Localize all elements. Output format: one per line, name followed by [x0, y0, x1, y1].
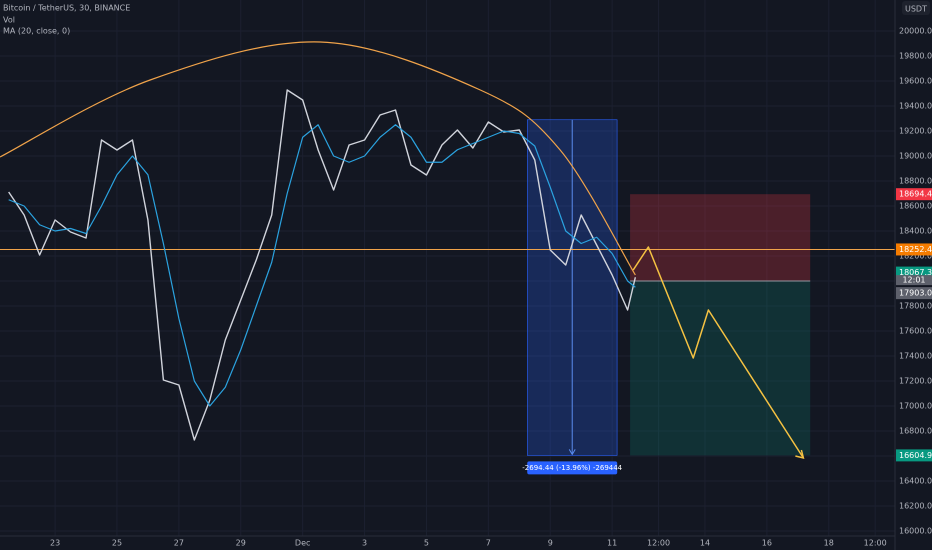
stop-zone [630, 194, 811, 281]
price-line [8, 89, 637, 441]
price-label: 18067.33 [899, 268, 932, 277]
y-tick-label: 19600.00 [899, 77, 932, 86]
range-label-box [527, 461, 618, 475]
y-tick-label: 17200.00 [899, 377, 932, 386]
y-tick-label: 19800.00 [899, 52, 932, 61]
x-tick-label: 12:00 [864, 539, 887, 548]
plot-area [0, 0, 895, 536]
x-tick-label: 14 [700, 539, 710, 548]
arc-drawing [0, 41, 636, 276]
y-tick-label: 16800.00 [899, 427, 932, 436]
y-tick-label: 19200.00 [899, 127, 932, 136]
price-label: 17903.00 [899, 289, 932, 298]
x-tick-label: 11 [607, 539, 617, 548]
currency-button[interactable] [902, 1, 930, 15]
y-tick-label: 19400.00 [899, 102, 932, 111]
y-tick-label: 17000.00 [899, 402, 932, 411]
projection-path [632, 246, 805, 459]
indicator: Vol [3, 16, 15, 25]
x-tick-label: 9 [548, 539, 553, 548]
x-tick-label: Dec [295, 539, 310, 548]
range-label: -2694.44 (-13.96%) -269444 [522, 464, 622, 472]
x-tick-label: 27 [174, 539, 184, 548]
y-tick-label: 16000.00 [899, 527, 932, 536]
price-label-box [896, 287, 932, 300]
price-label: 16604.94 [899, 451, 932, 460]
price-label: 18694.40 [899, 190, 932, 199]
x-tick-label: 3 [362, 539, 367, 548]
price-label-box [896, 449, 932, 462]
projection-arrowhead [795, 449, 805, 460]
y-tick-label: 20000.00 [899, 27, 932, 36]
y-tick-label: 16400.00 [899, 477, 932, 486]
y-tick-label: 17400.00 [899, 352, 932, 361]
x-tick-label: 5 [424, 539, 429, 548]
x-tick-label: 12:00 [647, 539, 670, 548]
y-tick-label: 18800.00 [899, 177, 932, 186]
y-tick-label: 18600.00 [899, 202, 932, 211]
price-label: 18252.44 [899, 245, 932, 254]
indicator: MA (20, close, 0) [3, 27, 70, 36]
x-tick-label: 7 [486, 539, 491, 548]
countdown: 12:01 [902, 276, 925, 285]
x-tick-label: 16 [762, 539, 772, 548]
currency[interactable]: USDT [905, 5, 927, 14]
x-tick-label: 25 [112, 539, 122, 548]
x-tick-label: 18 [824, 539, 834, 548]
y-tick-label: 17600.00 [899, 327, 932, 336]
ma-line [8, 124, 636, 407]
y-tick-label: 16200.00 [899, 502, 932, 511]
price-label-box [896, 243, 932, 256]
countdown-box [896, 275, 932, 286]
y-tick-label: 19000.00 [899, 152, 932, 161]
range-arrowhead [568, 449, 576, 456]
y-tick-label: 18400.00 [899, 227, 932, 236]
price-label-box [896, 188, 932, 201]
x-tick-label: 29 [236, 539, 246, 548]
target-zone [630, 281, 811, 456]
y-tick-label: 17800.00 [899, 302, 932, 311]
y-tick-label: 18200.00 [899, 252, 932, 261]
x-tick-label: 23 [50, 539, 60, 548]
chart-title: Bitcoin / TetherUS, 30, BINANCE [3, 4, 130, 13]
